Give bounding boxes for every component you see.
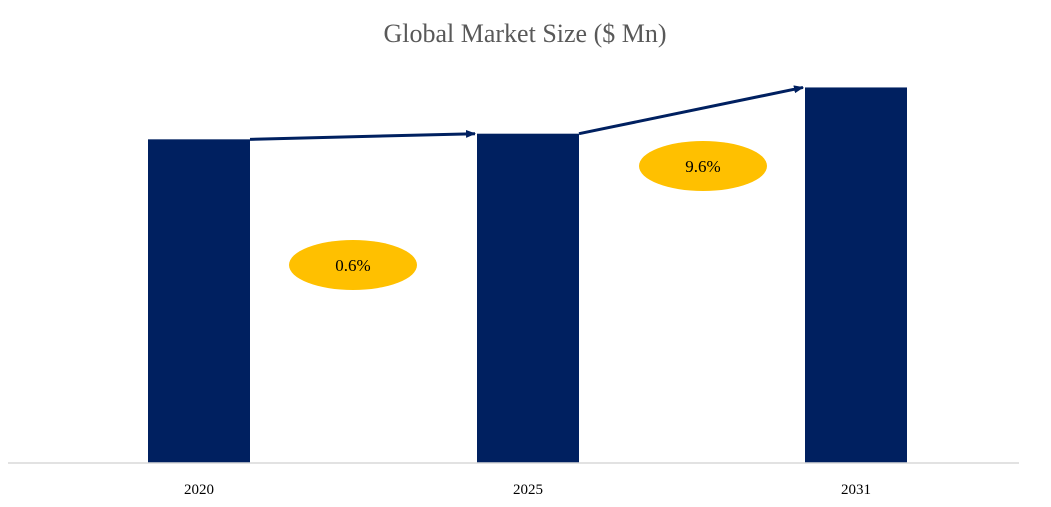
bar-2031 — [805, 87, 907, 463]
bars-layer — [148, 87, 907, 464]
cagr-badge — [289, 240, 417, 290]
cagr-label: 0.6% — [335, 256, 370, 275]
x-tick-label: 2025 — [513, 482, 543, 498]
chart-title: Global Market Size ($ Mn) — [383, 19, 666, 48]
bar-2025 — [477, 133, 579, 463]
cagr-label: 9.6% — [685, 157, 720, 176]
x-tick-label: 2020 — [184, 482, 214, 498]
cagr-badge — [639, 141, 767, 191]
growth-arrow — [249, 129, 476, 141]
x-tick-labels: 2020 2025 2031 — [184, 482, 871, 498]
growth-arrow — [578, 85, 804, 136]
bar-2020 — [148, 139, 250, 464]
growth-annotations: 0.6% 9.6% — [249, 85, 804, 290]
x-tick-label: 2031 — [841, 482, 871, 498]
